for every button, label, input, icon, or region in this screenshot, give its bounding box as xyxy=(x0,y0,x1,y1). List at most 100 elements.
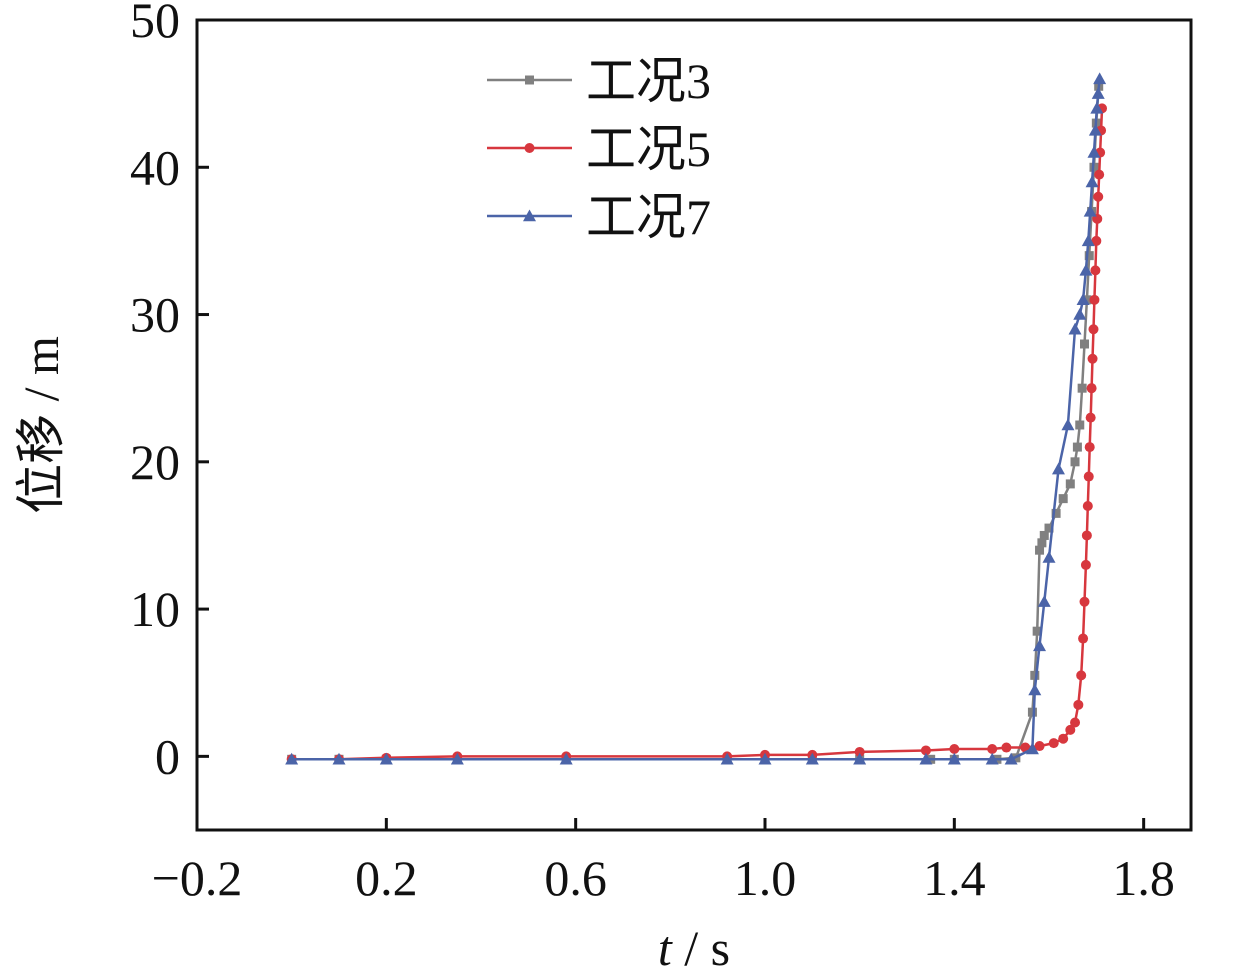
data-point xyxy=(1068,322,1082,335)
data-point xyxy=(1039,530,1049,540)
legend-marker xyxy=(524,143,535,153)
data-point xyxy=(1093,191,1104,202)
data-point xyxy=(1037,595,1051,607)
data-point xyxy=(1048,738,1059,749)
data-point xyxy=(1051,462,1065,475)
data-point xyxy=(920,745,931,756)
data-point xyxy=(1081,234,1095,247)
data-point xyxy=(1080,339,1089,349)
y-tick-label: 20 xyxy=(130,434,180,490)
data-point xyxy=(1072,442,1082,452)
data-point xyxy=(720,752,734,765)
data-point xyxy=(1087,353,1098,364)
data-point xyxy=(1073,699,1084,710)
series-3 xyxy=(285,72,1107,765)
series-2 xyxy=(286,103,1108,765)
data-point xyxy=(1065,724,1076,735)
data-point xyxy=(1081,530,1092,541)
data-point xyxy=(853,752,867,765)
data-point xyxy=(1073,308,1087,320)
data-point xyxy=(285,752,299,765)
data-point xyxy=(1033,639,1047,652)
data-point xyxy=(1079,263,1093,276)
data-point xyxy=(1080,559,1091,570)
series-line xyxy=(291,86,1100,761)
data-point xyxy=(1035,545,1045,555)
x-tick-label: 0.2 xyxy=(355,850,418,906)
y-tick-label: 0 xyxy=(155,728,180,784)
data-point xyxy=(1077,383,1087,393)
x-axis-title: t / s xyxy=(658,920,730,968)
data-point xyxy=(985,752,999,765)
data-point xyxy=(758,752,772,765)
data-point xyxy=(1001,742,1012,753)
y-tick-label: 10 xyxy=(130,581,180,637)
data-point xyxy=(1084,251,1094,261)
data-point xyxy=(1030,670,1040,680)
data-point xyxy=(854,746,865,757)
data-point xyxy=(947,752,961,765)
data-point xyxy=(1037,538,1047,548)
data-point xyxy=(805,752,819,765)
legend-item: 工况3 xyxy=(487,53,711,109)
legend-item: 工况7 xyxy=(487,189,711,245)
x-tick-label: −0.2 xyxy=(152,850,243,906)
series-line xyxy=(291,78,1101,761)
y-tick-label: 30 xyxy=(130,287,180,343)
plot-series xyxy=(285,72,1108,765)
x-tick-label: 1.0 xyxy=(734,850,797,906)
data-point xyxy=(1034,741,1045,752)
data-point xyxy=(1088,123,1102,136)
data-point xyxy=(1090,101,1104,114)
x-tick-label: 1.8 xyxy=(1112,850,1175,906)
data-point xyxy=(559,752,573,765)
data-point xyxy=(1061,418,1075,431)
data-point xyxy=(1083,204,1097,217)
data-point xyxy=(1087,146,1101,158)
data-point xyxy=(1042,551,1056,563)
y-axis-title: 位移 / m xyxy=(13,336,69,514)
legend-item: 工况5 xyxy=(487,121,711,177)
data-point xyxy=(1089,294,1100,305)
data-point xyxy=(1083,471,1094,482)
data-point xyxy=(1028,683,1042,696)
data-point xyxy=(1085,175,1099,188)
legend: 工况3 工况5 工况7 xyxy=(487,53,711,245)
data-point xyxy=(1044,523,1054,533)
data-point xyxy=(1076,293,1090,306)
data-point xyxy=(1032,626,1042,636)
data-point xyxy=(1058,733,1069,744)
x-tick-label: 1.4 xyxy=(923,850,986,906)
data-point xyxy=(919,752,933,765)
data-point xyxy=(1070,717,1081,728)
data-point xyxy=(1070,457,1080,467)
legend-label: 工况7 xyxy=(586,189,711,245)
data-point xyxy=(1091,235,1102,246)
data-point xyxy=(332,752,346,765)
x-axis-variable: t xyxy=(658,920,673,968)
data-point xyxy=(949,744,960,754)
y-tick-labels: 0 10 20 30 40 50 xyxy=(130,0,180,784)
legend-marker xyxy=(523,209,536,222)
data-point xyxy=(1090,265,1101,276)
x-axis-unit: / s xyxy=(672,920,730,968)
plot-frame xyxy=(195,18,1193,832)
data-point xyxy=(1004,752,1018,765)
x-tick-labels: −0.2 0.2 0.6 1.0 1.4 1.8 xyxy=(152,850,1175,906)
data-point xyxy=(1065,479,1075,489)
data-point xyxy=(450,752,464,765)
data-point xyxy=(1086,383,1097,394)
data-point xyxy=(379,752,393,765)
data-point xyxy=(1079,596,1090,607)
data-point xyxy=(1091,87,1105,99)
legend-label: 工况5 xyxy=(586,121,711,177)
data-point xyxy=(1027,707,1037,717)
data-point xyxy=(1084,442,1095,453)
data-point xyxy=(1025,742,1039,755)
data-point xyxy=(1051,508,1061,518)
series-1 xyxy=(287,81,1104,764)
x-tick-label: 0.6 xyxy=(544,850,607,906)
data-point xyxy=(1082,501,1093,511)
data-point xyxy=(1093,72,1107,85)
